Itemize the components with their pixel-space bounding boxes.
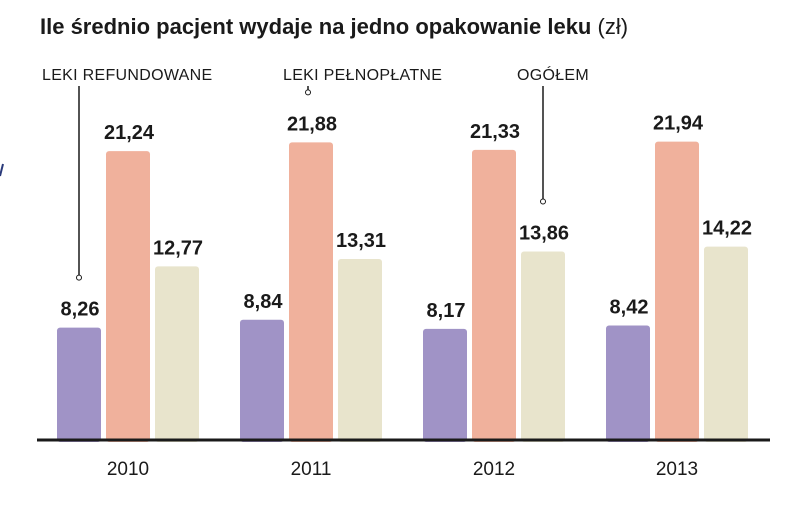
- legend-label-s2: OGÓŁEM: [517, 65, 589, 84]
- data-label-s0-2010: 8,26: [61, 299, 100, 321]
- data-label-s0-2012: 8,17: [427, 300, 466, 322]
- edge-mark: [0, 163, 4, 177]
- data-label-s2-2012: 13,86: [519, 223, 569, 245]
- data-label-s0-2013: 8,42: [610, 296, 649, 318]
- bar-s1-2010: [106, 151, 150, 443]
- bar-s1-2013: [655, 141, 699, 442]
- bar-s2-2010: [155, 266, 199, 442]
- data-label-s2-2010: 12,77: [153, 237, 203, 259]
- bar-s0-2012: [423, 328, 467, 442]
- data-label-s2-2011: 13,31: [336, 230, 386, 252]
- bar-s0-2013: [606, 325, 650, 442]
- chart-title-text: Ile średnio pacjent wydaje na jedno opak…: [40, 14, 592, 39]
- legend-leader-dot-s2: [540, 198, 546, 205]
- legend-leader-dot-s0: [76, 274, 82, 281]
- data-label-s0-2011: 8,84: [244, 291, 284, 313]
- bar-s0-2011: [240, 319, 284, 442]
- chart-unit: (zł): [597, 14, 629, 39]
- bar-s0-2010: [57, 327, 101, 442]
- bar-s2-2013: [704, 246, 748, 442]
- bar-s1-2012: [472, 149, 516, 443]
- data-label-s1-2011: 21,88: [287, 113, 337, 135]
- data-label-s1-2012: 21,33: [470, 121, 520, 143]
- bar-s2-2011: [338, 258, 382, 442]
- chart-title: Ile średnio pacjent wydaje na jedno opak…: [40, 14, 628, 40]
- bar-s1-2011: [289, 142, 333, 442]
- data-label-s1-2013: 21,94: [653, 113, 704, 135]
- x-tick-2010: 2010: [107, 459, 149, 480]
- legend-label-s0: LEKI REFUNDOWANE: [42, 67, 212, 84]
- x-tick-2013: 2013: [656, 459, 698, 480]
- legend-label-s1: LEKI PEŁNOPŁATNE: [283, 67, 442, 84]
- bar-s2-2012: [521, 251, 565, 442]
- x-tick-2012: 2012: [473, 459, 515, 480]
- legend-leader-dot-s1: [305, 89, 311, 96]
- data-label-s2-2013: 14,22: [702, 218, 752, 240]
- x-tick-2011: 2011: [291, 459, 332, 480]
- data-label-s1-2010: 21,24: [104, 122, 155, 144]
